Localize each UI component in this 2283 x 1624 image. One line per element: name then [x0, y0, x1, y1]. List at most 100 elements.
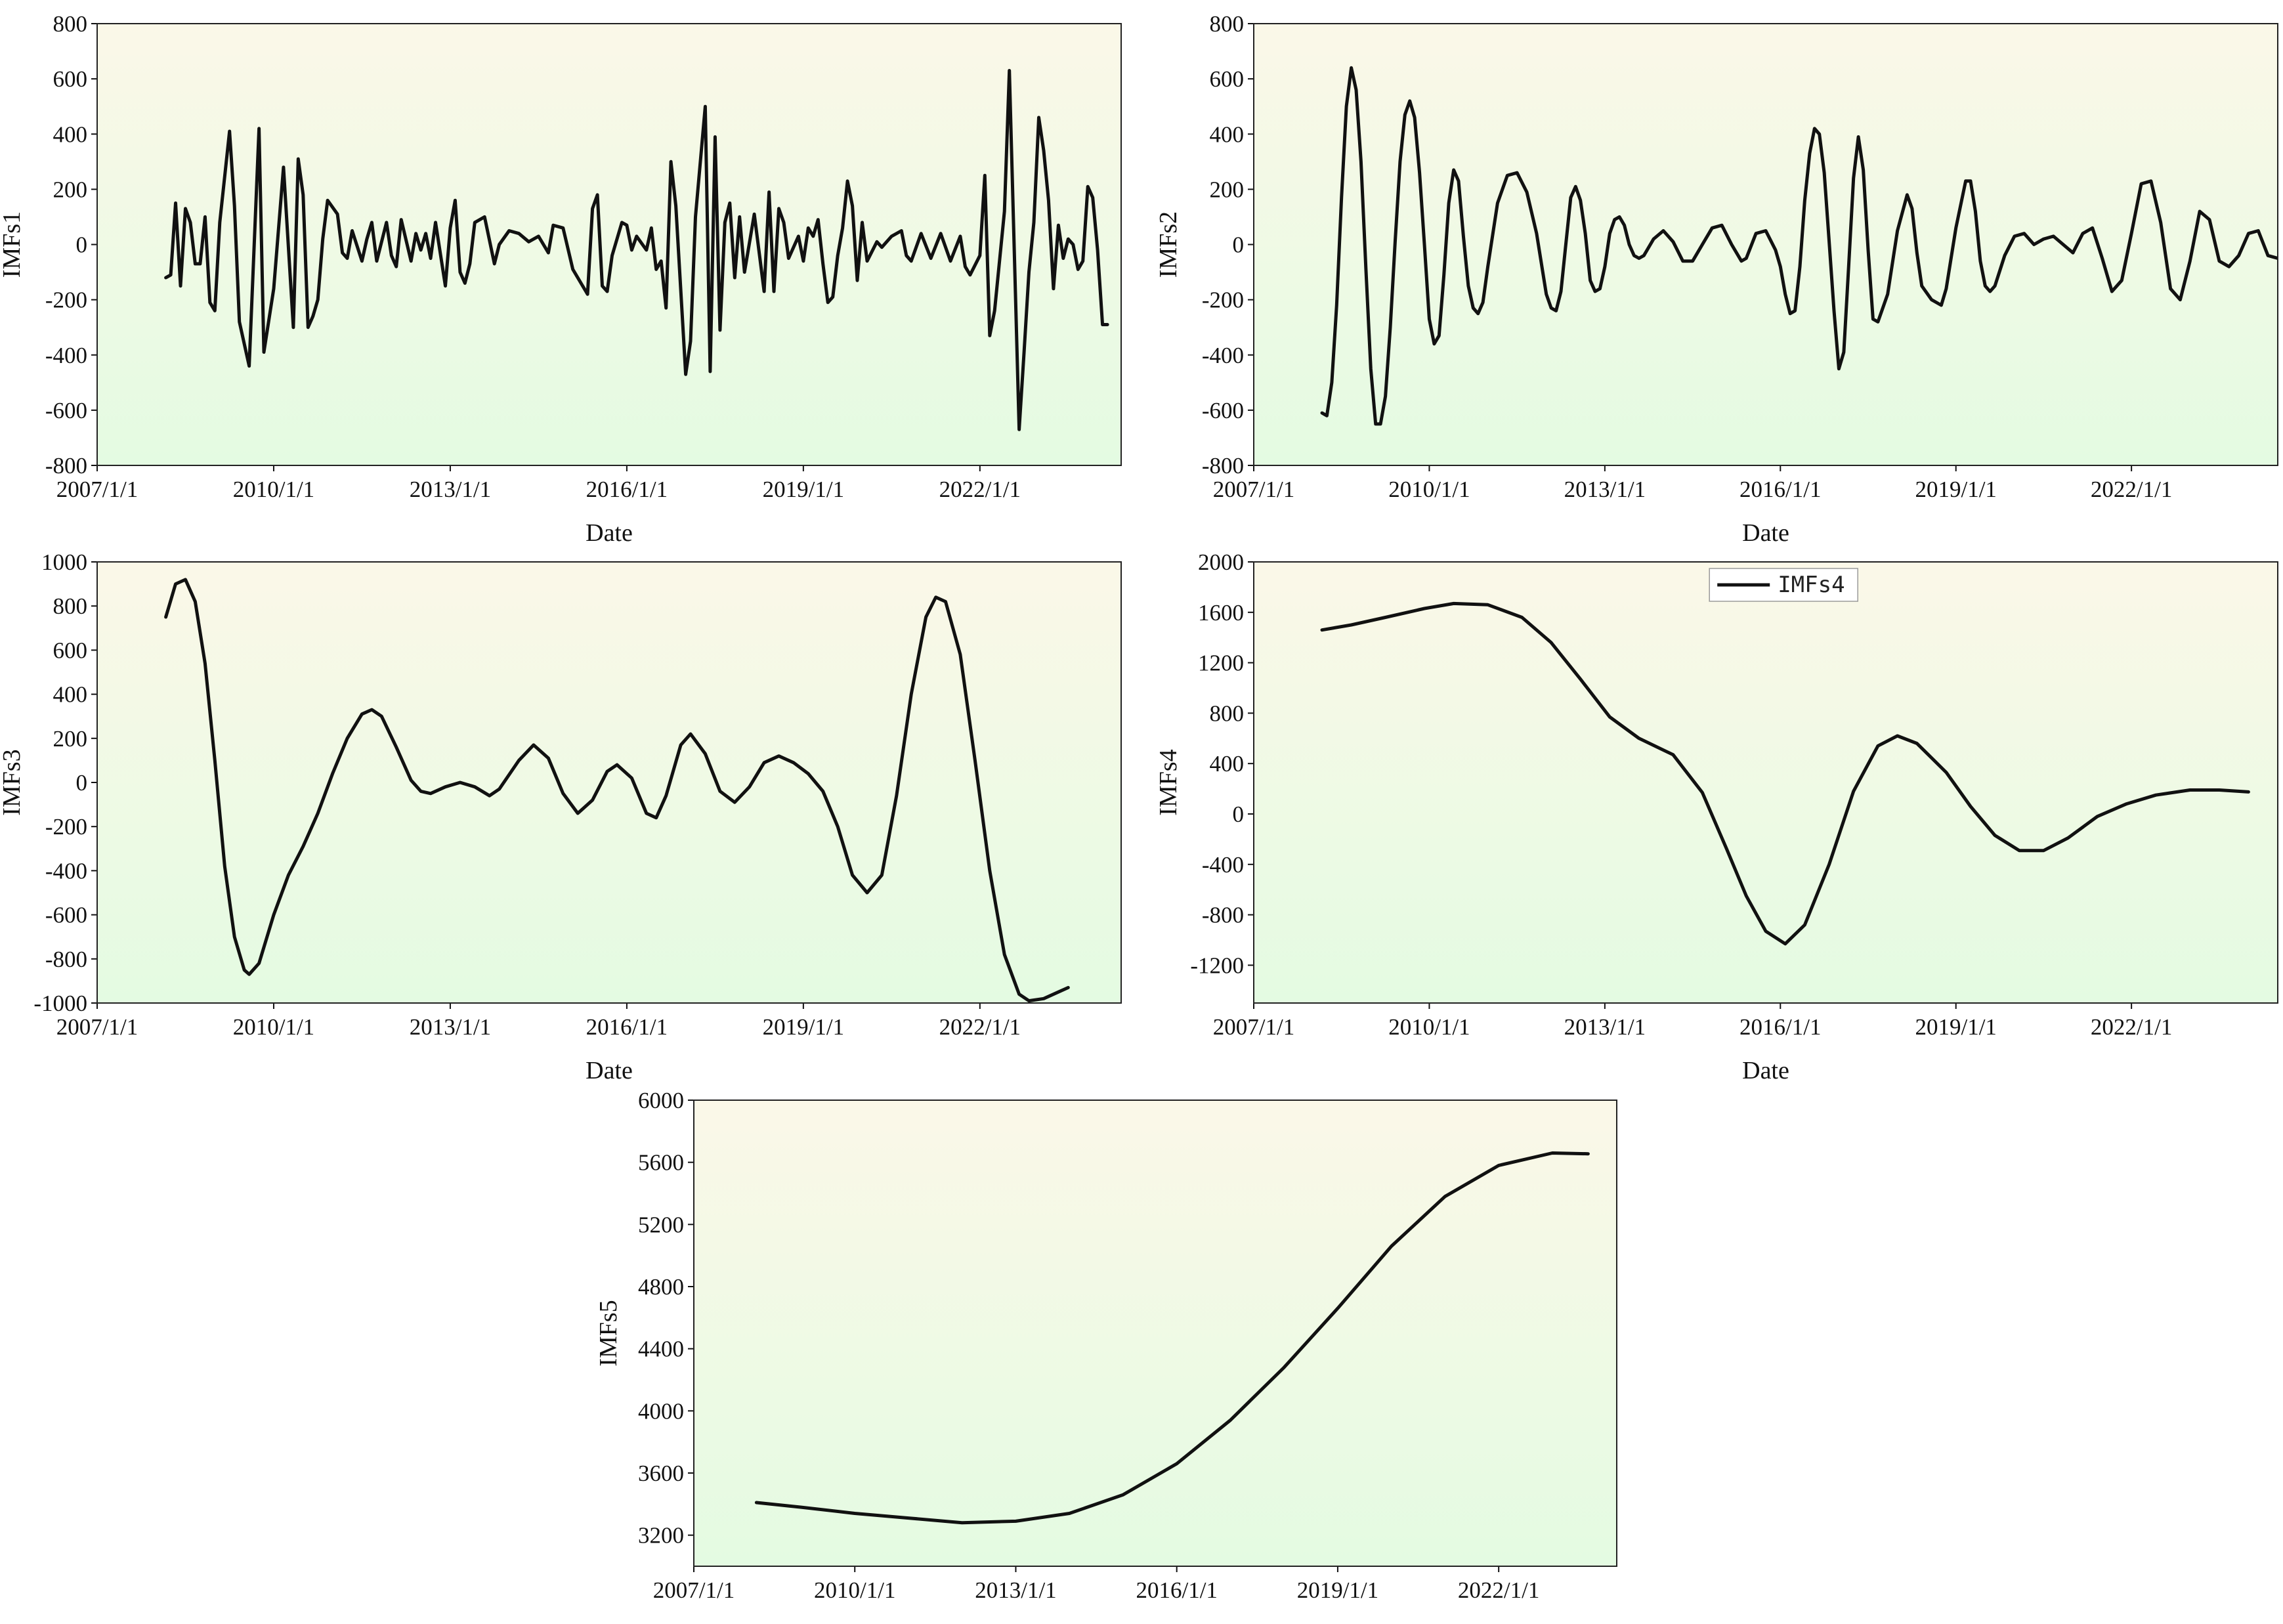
series-line-imfs5: [754, 1151, 1590, 1525]
x-tick-label: 2016/1/1: [1136, 1577, 1217, 1603]
x-tick-label: 2019/1/1: [1915, 477, 1996, 502]
x-tick-label: 2022/1/1: [939, 477, 1021, 502]
y-tick-label: 3600: [638, 1461, 684, 1486]
y-tick-label: -200: [45, 288, 87, 313]
x-tick-label: 2022/1/1: [939, 1014, 1021, 1040]
y-tick-label: 200: [1210, 177, 1245, 202]
y-tick-label: 1600: [1198, 600, 1244, 626]
x-tick-label: 2013/1/1: [1564, 1014, 1646, 1040]
y-tick-label: 600: [1210, 66, 1245, 92]
x-tick-label: 2007/1/1: [1213, 477, 1294, 502]
x-tick-label: 2019/1/1: [763, 1014, 844, 1040]
y-tick-label: 2000: [1198, 549, 1244, 575]
x-axis-title: Date: [586, 519, 633, 547]
x-tick-label: 2016/1/1: [586, 477, 668, 502]
x-tick-label: 2007/1/1: [653, 1577, 735, 1603]
y-tick-label: 0: [1233, 232, 1245, 258]
y-tick-label: -200: [1202, 288, 1244, 313]
plot-background: [694, 1100, 1617, 1566]
x-tick-label: 2016/1/1: [1739, 477, 1821, 502]
y-tick-label: 1000: [41, 549, 87, 575]
y-tick-label: 6000: [638, 1088, 684, 1113]
x-tick-label: 2019/1/1: [763, 477, 844, 502]
x-tick-label: 2010/1/1: [233, 1014, 314, 1040]
y-tick-label: 0: [1233, 801, 1245, 827]
x-axis-title: Date: [1132, 1620, 1179, 1624]
x-axis-title: Date: [1742, 519, 1789, 547]
imfs1-chart: -800 -600 -400 -200 0 200 400 600 800 2007/1/1 201…: [0, 0, 1142, 555]
y-tick-label: -200: [45, 814, 87, 840]
x-tick-label: 2007/1/1: [1213, 1014, 1294, 1040]
y-tick-label: 800: [53, 593, 88, 619]
plot-frame: [96, 23, 1122, 466]
plot-background: [1254, 24, 2278, 465]
x-tick-label: 2013/1/1: [975, 1577, 1056, 1603]
y-tick-label: 600: [53, 66, 88, 92]
series-line-imfs1: [164, 69, 1109, 431]
y-axis-title: IMFs5: [595, 1300, 622, 1366]
y-tick-label: 4000: [638, 1398, 684, 1424]
x-tick-label: 2013/1/1: [1564, 477, 1646, 502]
x-tick-label: 2010/1/1: [1388, 477, 1470, 502]
y-tick-label: 800: [53, 11, 88, 37]
y-tick-label: -400: [45, 858, 87, 884]
y-tick-label: 800: [1210, 11, 1245, 37]
y-tick-label: 4400: [638, 1336, 684, 1362]
y-tick-label: 800: [1210, 700, 1245, 726]
y-tick-label: -1000: [33, 991, 87, 1016]
imfs4-chart: -1200 -800 -400 0 400 800 1200 1600 2000 2007/1/1…: [1142, 538, 2283, 1093]
x-tick-label: 2022/1/1: [2091, 1014, 2172, 1040]
x-tick-label: 2019/1/1: [1915, 1014, 1996, 1040]
y-tick-label: 4800: [638, 1274, 684, 1300]
y-tick-label: 400: [53, 121, 88, 147]
plot-frame: [1253, 23, 2278, 466]
y-tick-label: -400: [1202, 852, 1244, 878]
y-tick-label: 0: [76, 232, 88, 258]
x-tick-label: 2022/1/1: [1458, 1577, 1539, 1603]
legend-label: IMFs4: [1778, 572, 1845, 598]
y-tick-label: 5200: [638, 1212, 684, 1237]
y-tick-label: 1200: [1198, 651, 1244, 676]
y-axis-title: IMFs4: [1155, 749, 1182, 815]
y-tick-label: -600: [45, 903, 87, 928]
chart-svg: 3200 3600 4000 4400 4800 5200 5600 6000 2007/1/1…: [595, 1088, 1617, 1624]
imfs2-chart: -800 -600 -400 -200 0 200 400 600 800 2007/1/1 201…: [1142, 0, 2283, 555]
x-tick-label: 2019/1/1: [1297, 1577, 1378, 1603]
chart-svg: -1200 -800 -400 0 400 800 1200 1600 2000 2007/1/1…: [1155, 549, 2278, 1084]
x-tick-label: 2016/1/1: [1739, 1014, 1821, 1040]
x-axis-title: Date: [1742, 1057, 1789, 1084]
y-tick-label: -800: [45, 453, 87, 479]
x-tick-label: 2007/1/1: [56, 1014, 138, 1040]
y-tick-label: -800: [45, 947, 87, 972]
x-tick-label: 2007/1/1: [56, 477, 138, 502]
chart-svg: -1000 -800 -600 -400 -200 0 200 400 600 800 1000 20…: [0, 549, 1122, 1084]
y-tick-label: -1200: [1190, 952, 1244, 978]
x-tick-label: 2013/1/1: [410, 477, 491, 502]
plot-frame: [1253, 561, 2278, 1004]
plot-frame: [693, 1100, 1617, 1567]
y-tick-label: -600: [1202, 398, 1244, 423]
plot-background: [1254, 562, 2278, 1003]
y-tick-label: 200: [53, 177, 88, 202]
y-tick-label: -400: [1202, 343, 1244, 368]
y-tick-label: 400: [1210, 121, 1245, 147]
y-axis-title: IMFs3: [0, 749, 26, 815]
x-tick-label: 2010/1/1: [1388, 1014, 1470, 1040]
chart-svg: -800 -600 -400 -200 0 200 400 600 800 2007/1/1 201…: [0, 11, 1122, 547]
y-tick-label: 200: [53, 726, 88, 752]
y-axis-title: IMFs1: [0, 211, 26, 278]
y-tick-label: 0: [76, 770, 88, 796]
y-tick-label: 5600: [638, 1150, 684, 1176]
y-tick-label: -600: [45, 398, 87, 423]
y-axis-title: IMFs2: [1155, 211, 1182, 278]
plot-frame: [96, 561, 1122, 1004]
y-tick-label: 400: [1210, 751, 1245, 777]
x-tick-label: 2016/1/1: [586, 1014, 668, 1040]
plot-background: [97, 562, 1121, 1003]
imfs5-chart: 3200 3600 4000 4400 4800 5200 5600 6000 2007/1/1…: [571, 1077, 1713, 1624]
y-tick-label: -800: [1202, 903, 1244, 928]
x-axis-title: Date: [586, 1057, 633, 1084]
y-tick-label: -800: [1202, 453, 1244, 479]
chart-svg: -800 -600 -400 -200 0 200 400 600 800 2007/1/1 201…: [1155, 11, 2278, 547]
